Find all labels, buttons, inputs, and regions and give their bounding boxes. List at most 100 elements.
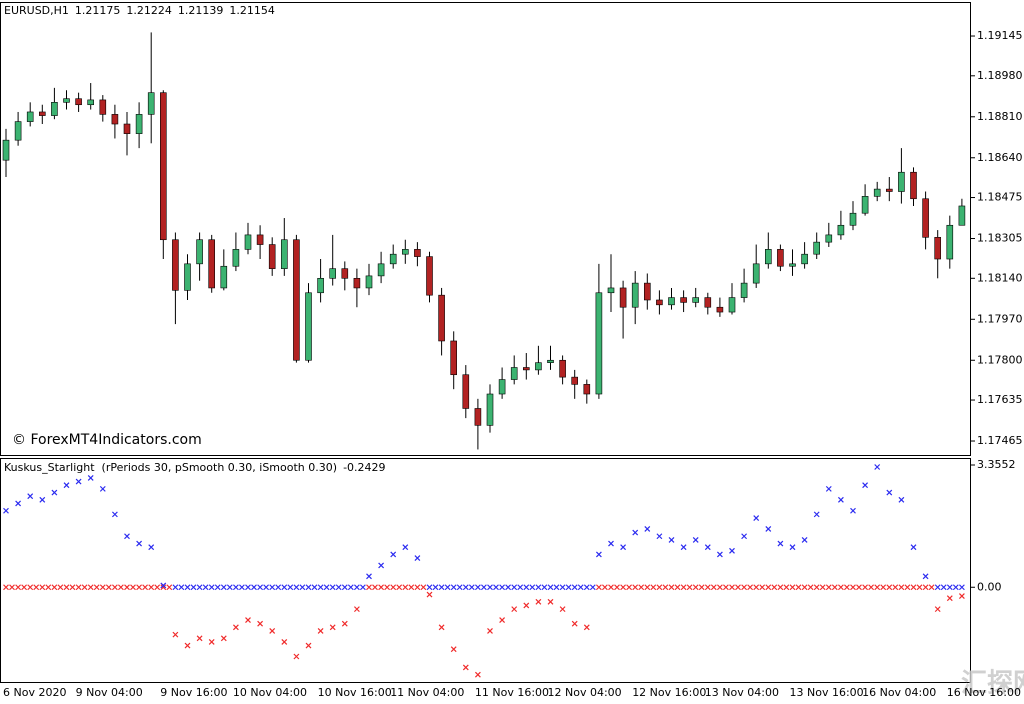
zero-line-marker <box>87 584 94 591</box>
zero-line-marker <box>928 584 935 591</box>
indicator-point <box>281 638 288 645</box>
price-header: EURUSD,H1 1.21175 1.21224 1.21139 1.2115… <box>4 4 275 17</box>
indicator-point <box>910 544 917 551</box>
zero-line-marker <box>390 584 397 591</box>
zero-line-marker <box>710 584 717 591</box>
candle-body <box>14 121 22 141</box>
zero-line-marker <box>474 584 481 591</box>
x-tick-label: 10 Nov 04:00 <box>233 686 307 699</box>
zero-line-marker <box>753 584 760 591</box>
zero-line-marker <box>813 584 820 591</box>
zero-line-marker <box>63 584 70 591</box>
indicator-point <box>3 507 9 514</box>
indicator-panel-frame <box>0 458 971 683</box>
zero-line-marker <box>414 584 421 591</box>
indicator-name: Kuskus_Starlight (rPeriods 30, pSmooth 0… <box>4 461 338 474</box>
zero-line-marker <box>601 584 608 591</box>
candle-body <box>595 292 603 395</box>
zero-line-marker <box>825 584 832 591</box>
zero-line-marker <box>904 584 911 591</box>
candle-body <box>559 359 566 378</box>
candle-body <box>438 294 445 342</box>
zero-line-marker <box>323 584 330 591</box>
zero-line-marker <box>759 584 766 591</box>
zero-line-marker <box>202 584 209 591</box>
candle-body <box>522 367 530 371</box>
zero-line-marker <box>402 584 409 591</box>
indicator-point <box>729 547 735 554</box>
candle-body <box>184 263 191 291</box>
candle-body <box>208 239 215 289</box>
indicator-point <box>111 511 118 518</box>
y-tick-label: 1.18640 <box>977 151 1023 164</box>
zero-line-marker <box>347 584 354 591</box>
zero-line-marker <box>892 584 899 591</box>
candle-body <box>692 297 700 303</box>
zero-line-marker <box>674 584 681 591</box>
zero-line-marker <box>238 584 245 591</box>
indicator-point <box>898 496 905 503</box>
indicator-point <box>160 582 167 589</box>
zero-line-marker <box>650 584 657 591</box>
zero-line-marker <box>541 584 548 591</box>
zero-line-marker <box>305 584 312 591</box>
y-tick-label: 0.00 <box>977 580 1002 593</box>
zero-line-marker <box>831 584 838 591</box>
zero-line-marker <box>632 584 639 591</box>
indicator-point <box>644 526 651 532</box>
indicator-point <box>438 624 445 631</box>
zero-line-marker <box>81 584 88 591</box>
zero-line-marker <box>480 584 487 591</box>
zero-line-marker <box>136 584 143 591</box>
x-tick-label: 13 Nov 16:00 <box>790 686 864 699</box>
zero-line-marker <box>335 584 342 591</box>
zero-line-marker <box>396 584 403 591</box>
zero-line-marker <box>874 584 881 591</box>
candle-body <box>414 249 421 257</box>
zero-line-marker <box>281 584 288 591</box>
x-tick-label: 6 Nov 2020 <box>3 686 66 699</box>
zero-line-marker <box>353 584 360 591</box>
indicator-point <box>595 551 602 558</box>
candle-body <box>450 340 458 376</box>
zero-line-marker <box>614 584 620 591</box>
zero-line-marker <box>589 584 596 591</box>
candle-body <box>704 297 712 308</box>
zero-line-marker <box>680 584 687 591</box>
candle-body <box>547 359 554 363</box>
zero-line-marker <box>880 584 887 591</box>
indicator-point <box>559 606 566 613</box>
candle-body <box>631 282 639 308</box>
indicator-point <box>63 482 70 489</box>
candle-body <box>740 282 748 298</box>
zero-line-marker <box>922 584 929 591</box>
indicator-point <box>547 598 554 605</box>
x-tick-label: 11 Nov 04:00 <box>390 686 464 699</box>
candle-body <box>389 253 397 265</box>
header-value: 1.21139 <box>177 4 224 17</box>
indicator-point <box>426 591 433 598</box>
zero-line-marker <box>378 584 385 591</box>
indicator-point <box>232 624 239 631</box>
candle-body <box>728 297 736 313</box>
zero-line-marker <box>232 584 239 591</box>
zero-line-marker <box>783 584 790 591</box>
zero-line-marker <box>493 584 499 591</box>
header-value: 1.21154 <box>229 4 275 17</box>
zero-line-marker <box>517 584 524 591</box>
zero-line-marker <box>57 584 64 591</box>
indicator-point <box>293 653 300 660</box>
indicator-point <box>378 562 385 569</box>
zero-line-marker <box>263 584 270 591</box>
candle-body <box>607 287 615 294</box>
indicator-point <box>27 493 34 500</box>
candle-body <box>777 249 784 267</box>
y-tick-label: 3.3552 <box>977 458 1016 471</box>
zero-line-marker <box>317 584 324 591</box>
candle-body <box>63 98 70 103</box>
indicator-point <box>886 489 893 496</box>
candle-body <box>583 384 591 395</box>
header-value: 1.21224 <box>126 4 172 17</box>
zero-line-marker <box>9 584 15 591</box>
